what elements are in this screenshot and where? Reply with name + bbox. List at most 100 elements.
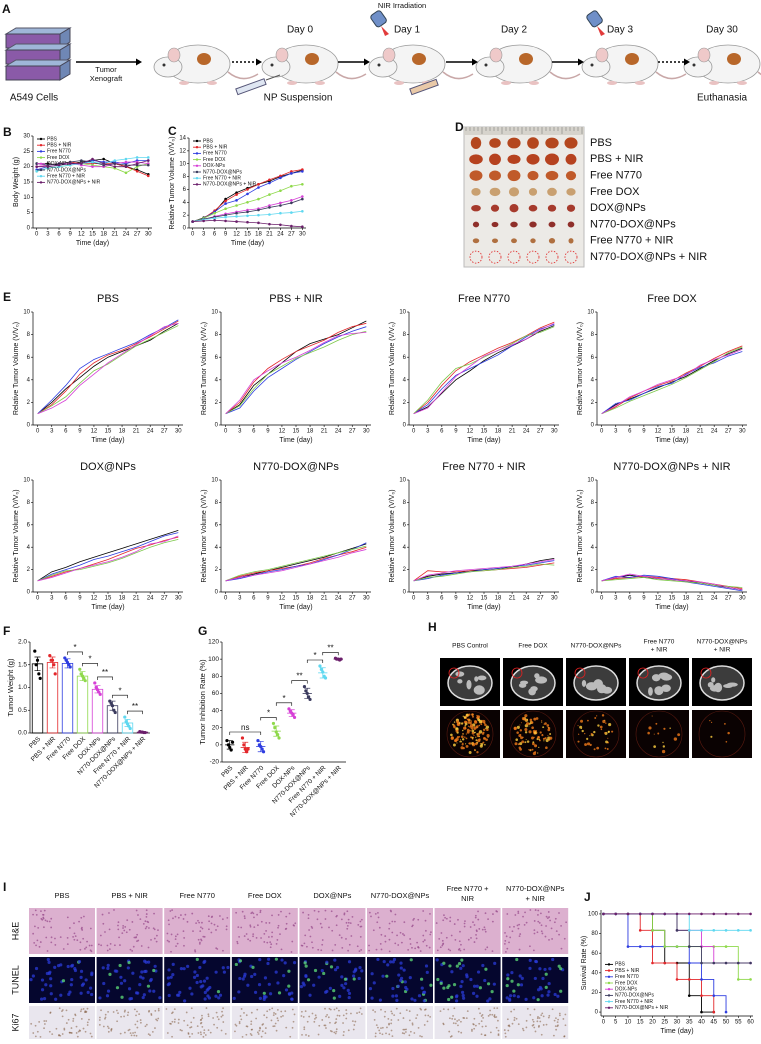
- y-tick-label: 4: [591, 545, 595, 551]
- cell-nucleus: [240, 926, 243, 929]
- cell-layer-edge: [59, 27, 71, 49]
- x-tick-label: 24: [711, 429, 718, 435]
- series-line: [413, 559, 555, 582]
- cell-nucleus: [360, 969, 364, 973]
- cell-nucleus: [118, 963, 122, 968]
- cell-nucleus: [517, 1023, 520, 1026]
- cell-nucleus: [166, 939, 169, 942]
- y-tick-label: 30: [23, 134, 30, 140]
- x-tick-label: 30: [363, 429, 370, 435]
- cell-nucleus: [213, 1023, 215, 1026]
- y-tick-label: 2: [403, 400, 407, 406]
- pa-signal: [478, 738, 481, 741]
- survival-step: [726, 946, 739, 980]
- cell-nucleus: [528, 958, 532, 963]
- x-tick-label: 18: [119, 429, 126, 435]
- cell-nucleus: [558, 933, 560, 936]
- cell-nucleus: [193, 970, 197, 974]
- cell-nucleus: [65, 1022, 68, 1024]
- cell-nucleus: [124, 1031, 126, 1034]
- cell-nucleus: [409, 1030, 412, 1033]
- data-point: [749, 929, 752, 932]
- cell-nucleus: [167, 993, 171, 998]
- x-tick-label: 3: [46, 232, 50, 238]
- cell-nucleus: [388, 938, 391, 941]
- group-label: N770-DOX@NPs: [571, 643, 622, 650]
- cell-nucleus: [518, 923, 521, 926]
- mouse-foot: [179, 81, 189, 85]
- cell-nucleus: [307, 913, 310, 916]
- y-tick-label: 0: [591, 423, 595, 429]
- cell-nucleus: [346, 925, 349, 927]
- y-tick-label: 6: [27, 355, 31, 361]
- cell-nucleus: [448, 1030, 451, 1033]
- chart-title: PBS: [97, 293, 119, 305]
- cell-nucleus: [555, 930, 558, 933]
- cell-nucleus: [307, 917, 310, 920]
- cell-nucleus: [182, 967, 186, 971]
- cell-nucleus: [300, 1015, 303, 1017]
- tumor-specimen: [526, 153, 540, 165]
- pa-signal: [524, 727, 528, 732]
- cell-nucleus: [172, 917, 174, 920]
- x-axis-label: Time (day): [655, 437, 688, 444]
- cell-nucleus: [405, 1009, 408, 1012]
- pa-signal: [532, 741, 535, 744]
- x-tick-label: 9: [78, 429, 82, 435]
- x-tick-label: 12: [655, 429, 662, 435]
- cell-nucleus: [448, 1017, 451, 1020]
- data-point: [301, 170, 304, 173]
- cell-nucleus: [497, 1033, 500, 1036]
- cell-nucleus: [466, 1010, 469, 1012]
- cell-nucleus: [475, 933, 477, 936]
- cell-nucleus: [505, 983, 509, 988]
- tumor-specimen: [566, 188, 576, 196]
- data-point: [290, 172, 293, 175]
- significance-label: *: [73, 643, 76, 652]
- legend-marker: [195, 183, 199, 186]
- cell-nucleus: [332, 989, 336, 993]
- x-tick-label: 27: [288, 232, 295, 238]
- tumor-specimen: [471, 188, 481, 196]
- cell-nucleus: [265, 922, 268, 924]
- cell-nucleus: [340, 983, 344, 987]
- cell-nucleus: [424, 919, 427, 922]
- data-point: [93, 681, 97, 685]
- y-tick-label: 60: [591, 951, 598, 957]
- cell-nucleus: [38, 1021, 41, 1023]
- pa-signal: [581, 728, 583, 730]
- cell-nucleus: [194, 949, 196, 952]
- series-line: [225, 545, 367, 582]
- cell-nucleus: [400, 941, 403, 944]
- pa-signal: [593, 730, 596, 734]
- cell-nucleus: [49, 1011, 52, 1014]
- cell-nucleus: [257, 983, 262, 987]
- group-label: N770-DOX@NPs: [506, 884, 565, 893]
- cell-nucleus: [134, 991, 139, 995]
- x-tick-label: 24: [523, 429, 530, 435]
- cell-nucleus: [69, 983, 73, 987]
- cell-nucleus: [508, 926, 511, 928]
- cell-nucleus: [175, 945, 177, 948]
- cell-nucleus: [117, 1012, 119, 1015]
- cell-nucleus: [391, 960, 395, 964]
- cell-nucleus: [139, 975, 143, 979]
- cell-nucleus: [32, 932, 35, 935]
- cell-nucleus: [171, 1012, 173, 1015]
- pa-signal: [577, 740, 580, 743]
- significance-label: **: [132, 702, 138, 711]
- cell-nucleus: [546, 917, 549, 920]
- x-tick-label: 6: [628, 429, 632, 435]
- cell-nucleus: [112, 1011, 115, 1013]
- cell-nucleus: [301, 1033, 303, 1036]
- cell-nucleus: [546, 993, 550, 997]
- cell-nucleus: [329, 1021, 331, 1024]
- cell-nucleus: [129, 1032, 132, 1035]
- cell-nucleus: [478, 986, 482, 990]
- cell-nucleus: [43, 1020, 46, 1022]
- tumor-specimen: [511, 238, 517, 244]
- panel-letter: G: [198, 624, 207, 638]
- data-point: [301, 197, 304, 201]
- cell-nucleus: [42, 926, 45, 929]
- cell-nucleus: [463, 925, 466, 928]
